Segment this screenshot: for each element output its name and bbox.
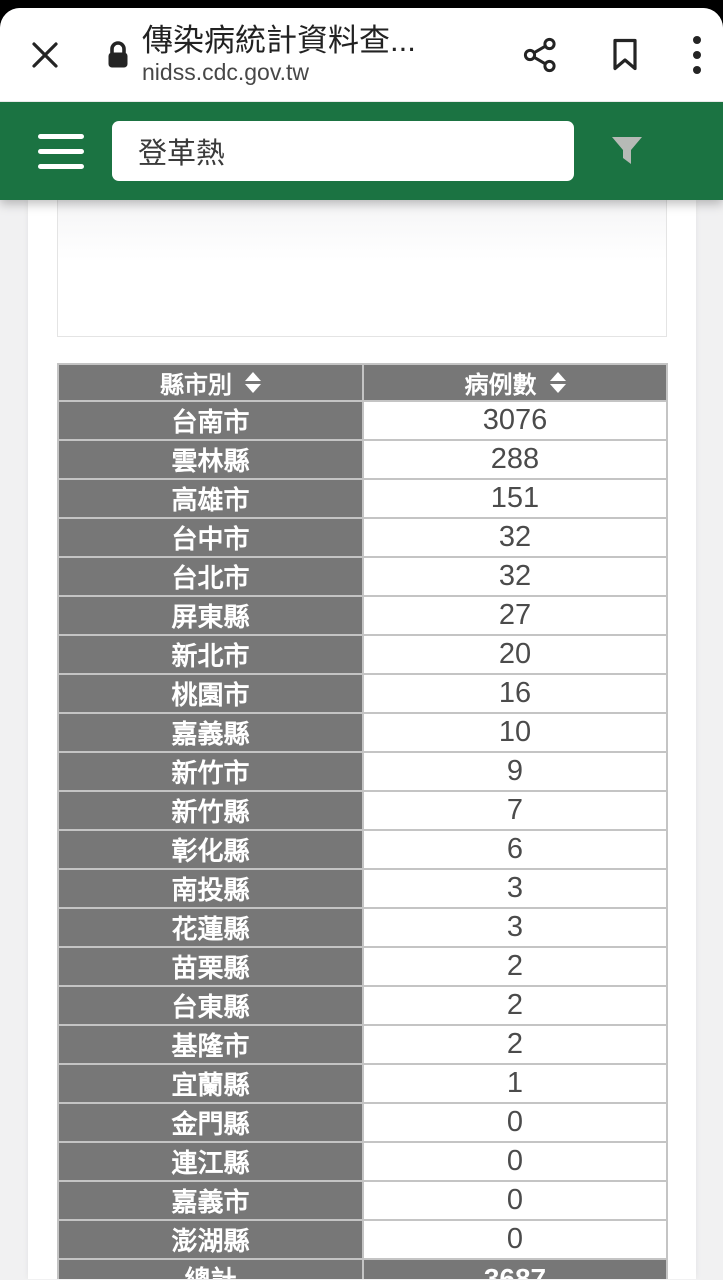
disease-search-input[interactable] [112,121,574,181]
total-row: 總計 3687 [57,1258,668,1279]
table-row: 嘉義市 0 [57,1180,668,1221]
region-cell: 南投縣 [57,868,364,909]
region-cell: 新北市 [57,634,364,675]
bookmark-button[interactable] [611,38,639,72]
filter-icon [612,137,642,164]
cases-cell: 2 [362,1024,668,1065]
region-cell: 新竹縣 [57,790,364,831]
close-icon [32,41,58,68]
region-cell: 澎湖縣 [57,1219,364,1260]
cases-cell: 3 [362,868,668,909]
stats-table: 縣市別 病例數 台南市 3076 [57,363,668,1279]
table-row: 連江縣 0 [57,1141,668,1182]
content-card: 縣市別 病例數 台南市 3076 [28,200,696,1279]
region-cell: 高雄市 [57,478,364,519]
cases-cell: 20 [362,634,668,675]
region-cell: 苗栗縣 [57,946,364,987]
close-button[interactable] [30,40,60,70]
table-row: 新竹縣 7 [57,790,668,831]
filter-button[interactable] [610,134,644,168]
table-row: 基隆市 2 [57,1024,668,1065]
cases-cell: 9 [362,751,668,792]
cases-cell: 27 [362,595,668,636]
table-row: 彰化縣 6 [57,829,668,870]
kebab-icon [693,35,701,44]
cases-cell: 0 [362,1141,668,1182]
region-cell: 基隆市 [57,1024,364,1065]
region-cell: 屏東縣 [57,595,364,636]
cases-cell: 0 [362,1102,668,1143]
lock-icon[interactable] [106,40,130,70]
cases-cell: 0 [362,1180,668,1221]
cases-cell: 1 [362,1063,668,1104]
region-cell: 台中市 [57,517,364,558]
cases-cell: 16 [362,673,668,714]
region-cell: 台南市 [57,400,364,441]
table-row: 金門縣 0 [57,1102,668,1143]
region-cell: 台北市 [57,556,364,597]
table-row: 新北市 20 [57,634,668,675]
cases-cell: 32 [362,517,668,558]
header-row: 縣市別 病例數 [57,363,668,402]
title-block: 傳染病統計資料查... nidss.cdc.gov.tw [142,23,416,86]
table-row: 高雄市 151 [57,478,668,519]
sort-icon [245,372,261,393]
region-cell: 花蓮縣 [57,907,364,948]
share-button[interactable] [523,37,557,73]
table-row: 澎湖縣 0 [57,1219,668,1260]
page-url: nidss.cdc.gov.tw [142,59,310,85]
table-row: 屏東縣 27 [57,595,668,636]
region-cell: 宜蘭縣 [57,1063,364,1104]
region-cell: 新竹市 [57,751,364,792]
browser-sheet: 傳染病統計資料查... nidss.cdc.gov.tw [0,8,723,1280]
table-row: 台北市 32 [57,556,668,597]
bookmark-icon [613,38,637,70]
column-header-cases[interactable]: 病例數 [362,363,668,402]
browser-toolbar: 傳染病統計資料查... nidss.cdc.gov.tw [0,8,723,102]
region-cell: 彰化縣 [57,829,364,870]
menu-button[interactable] [38,133,84,169]
cases-cell: 7 [362,790,668,831]
cases-cell: 0 [362,1219,668,1260]
cases-cell: 2 [362,985,668,1026]
cases-cell: 3076 [362,400,668,441]
region-cell: 台東縣 [57,985,364,1026]
table-row: 嘉義縣 10 [57,712,668,753]
table-row: 花蓮縣 3 [57,907,668,948]
region-cell: 嘉義縣 [57,712,364,753]
column-header-region[interactable]: 縣市別 [57,363,364,402]
share-icon [523,37,556,72]
cases-cell: 32 [362,556,668,597]
table-row: 台南市 3076 [57,400,668,441]
table-row: 雲林縣 288 [57,439,668,480]
hamburger-icon [38,133,84,139]
region-cell: 金門縣 [57,1102,364,1143]
cases-cell: 2 [362,946,668,987]
page-content: 縣市別 病例數 台南市 3076 [0,200,723,1279]
table-row: 桃園市 16 [57,673,668,714]
cases-cell: 10 [362,712,668,753]
page-title: 傳染病統計資料查... [142,23,416,58]
table-row: 宜蘭縣 1 [57,1063,668,1104]
total-value-cell: 3687 [362,1258,668,1279]
region-cell: 雲林縣 [57,439,364,480]
table-row: 台中市 32 [57,517,668,558]
cases-cell: 3 [362,907,668,948]
cases-cell: 6 [362,829,668,870]
cases-cell: 151 [362,478,668,519]
total-label-cell: 總計 [57,1258,364,1279]
table-row: 苗栗縣 2 [57,946,668,987]
table-row: 新竹市 9 [57,751,668,792]
cases-cell: 288 [362,439,668,480]
site-header [0,102,723,200]
region-cell: 連江縣 [57,1141,364,1182]
table-row: 台東縣 2 [57,985,668,1026]
chart-area [57,200,667,337]
overflow-menu-button[interactable] [693,35,701,74]
region-cell: 桃園市 [57,673,364,714]
sort-icon [549,372,566,393]
region-cell: 嘉義市 [57,1180,364,1221]
table-row: 南投縣 3 [57,868,668,909]
